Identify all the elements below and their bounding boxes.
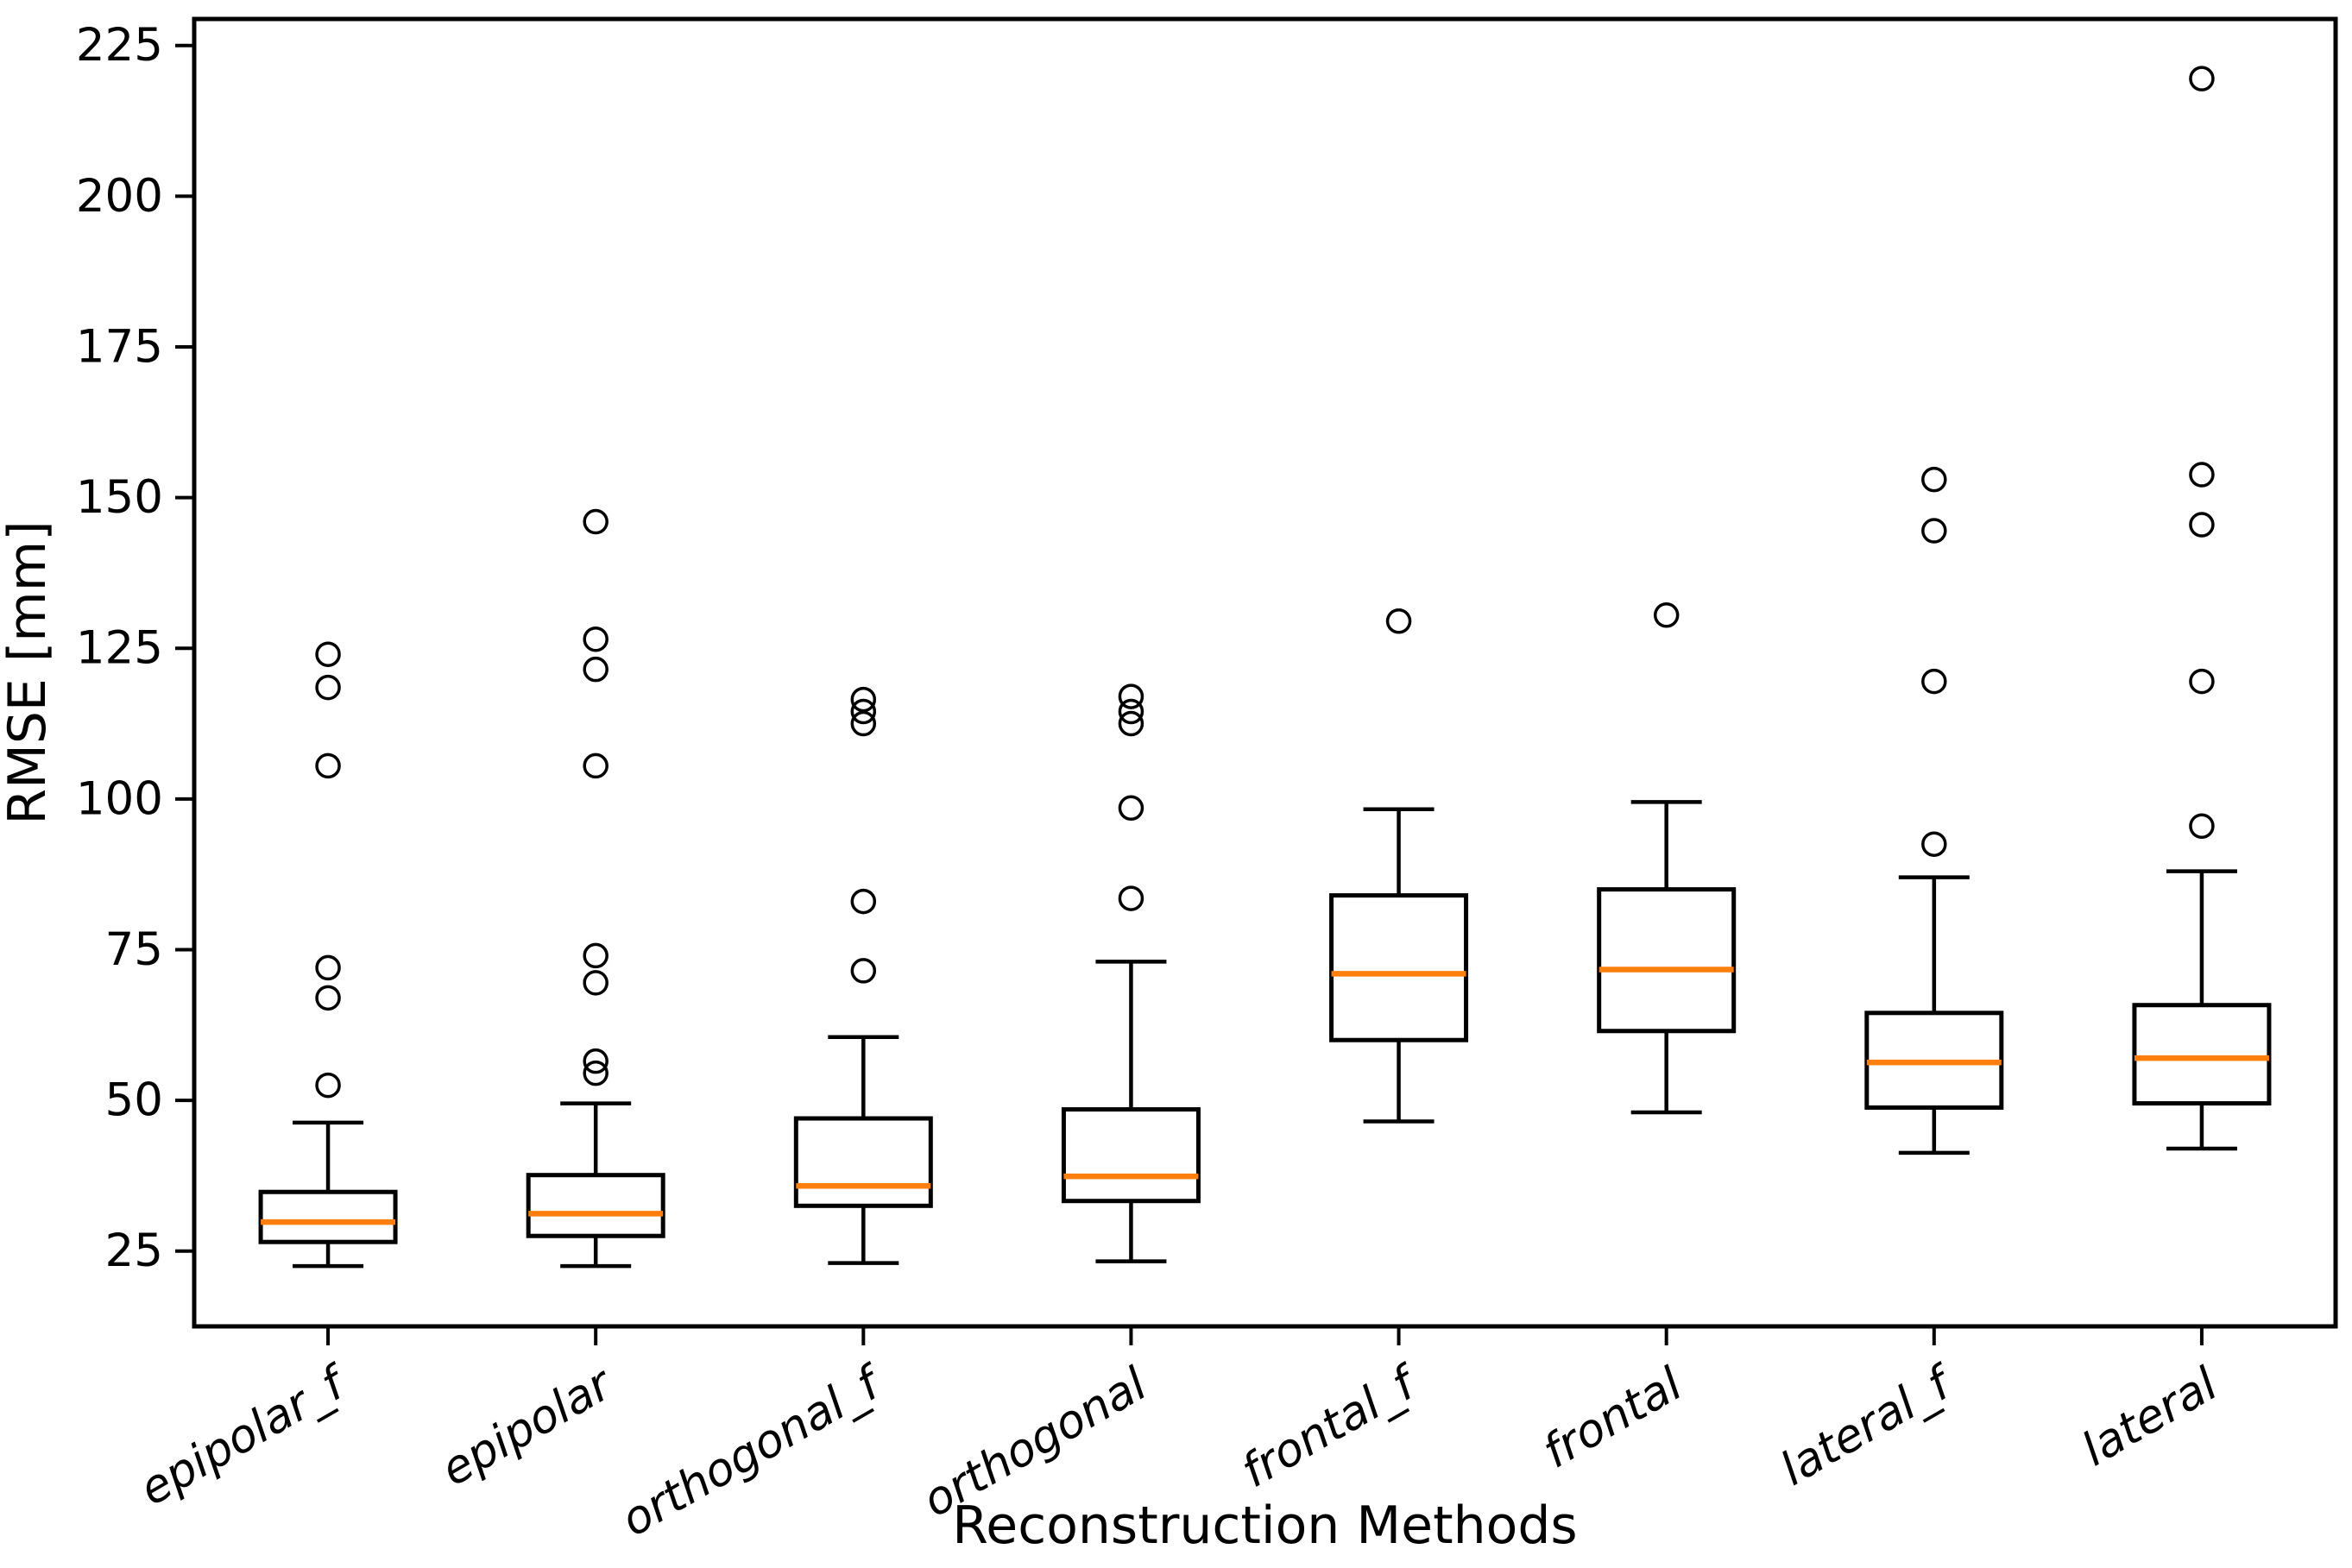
outlier-point [2189,66,2215,91]
outlier-point [2189,813,2215,840]
outlier-point [1921,668,1947,695]
outlier-point [1118,885,1144,911]
outlier-point [1921,831,1947,857]
outlier-point [1385,608,1412,634]
y-axis-title: RMSE [mm] [0,520,58,824]
outlier-point [2189,512,2215,538]
y-tick-label: 175 [76,320,163,373]
outlier-point [1921,518,1947,544]
plot-frame [192,16,2338,1329]
outlier-point [315,1072,341,1099]
box-frontal [1597,602,1737,1115]
outlier-point [2189,462,2215,488]
x-tick-label-orthogonal_f: orthogonal_f [613,1355,893,1547]
outlier-point [583,753,608,779]
outlier-point [583,1048,608,1074]
outlier-point [1653,602,1680,628]
outlier-point [583,970,608,996]
x-tick-label-epipolar_f: epipolar_f [131,1355,358,1516]
x-axis-title: Reconstruction Methods [952,1496,1577,1556]
y-tick-label: 200 [76,170,163,223]
outlier-point [850,888,877,915]
iqr-box [793,1116,933,1208]
y-tick-label: 50 [105,1074,163,1127]
outlier-point [315,954,341,981]
box-orthogonal_f [793,686,933,1265]
y-tick-label: 75 [105,923,163,976]
outlier-point [1921,466,1947,493]
y-tick-label: 125 [76,622,163,675]
outlier-point [1118,795,1144,822]
outlier-point [850,958,877,984]
y-tick-label: 150 [76,471,163,524]
x-tick-label-lateral_f: lateral_f [1772,1355,1964,1496]
y-tick-label: 100 [76,772,163,825]
iqr-box [526,1173,665,1238]
outlier-point [583,1060,608,1086]
box-orthogonal [1061,683,1201,1263]
outlier-point [850,686,877,713]
outlier-point [315,641,341,667]
x-tick-label-epipolar: epipolar [432,1357,622,1496]
x-tick-label-lateral: lateral [2073,1357,2227,1477]
iqr-box [1329,893,1469,1042]
outlier-point [850,698,877,725]
x-tick-label-frontal: frontal [1535,1357,1692,1478]
outlier-point [1118,698,1144,725]
iqr-box [2132,1003,2272,1106]
outlier-point [583,656,608,683]
outlier-point [315,753,341,779]
outlier-point [1118,683,1144,709]
box-epipolar_f [258,641,398,1269]
outlier-point [583,626,608,652]
outlier-point [583,508,608,535]
y-tick-label: 225 [76,19,163,72]
box-lateral_f [1864,466,2004,1156]
iqr-box [1597,887,1737,1034]
box-lateral [2132,66,2272,1151]
outlier-point [315,674,341,701]
outlier-point [583,942,608,969]
outlier-point [315,985,341,1011]
outlier-point [850,710,877,737]
iqr-box [1061,1107,1201,1204]
x-tick-label-frontal_f: frontal_f [1233,1355,1428,1498]
outlier-point [1118,710,1144,737]
box-epipolar [526,508,665,1269]
iqr-box [258,1189,398,1244]
box-frontal_f [1329,608,1469,1124]
outlier-point [2189,668,2215,695]
y-tick-label: 25 [105,1225,163,1277]
